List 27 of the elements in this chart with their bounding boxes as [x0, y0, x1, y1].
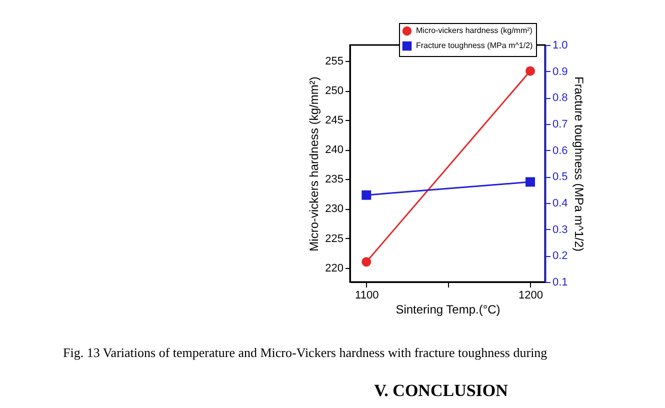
y2-tick-label: 0.1 — [552, 276, 568, 288]
y2-axis-title: Fracture toughness (MPa m^1/2) — [572, 76, 586, 252]
y-axis-title: Micro-vickers hardness (kg/mm²) — [307, 76, 322, 252]
x-tick-label: 1100 — [355, 290, 379, 302]
x-axis-title: Sintering Temp.(°C) — [396, 302, 500, 316]
text: V. CONCLUSION — [374, 381, 509, 400]
y-tick-label: 240 — [325, 144, 344, 156]
y2-tick-label: 0.8 — [552, 92, 568, 104]
y2-tick-label: 0.7 — [552, 118, 568, 130]
y2-tick-label: 0.5 — [552, 171, 568, 184]
y2-tick-label: 0.6 — [552, 144, 568, 157]
y2-tick-label: 0.4 — [552, 198, 568, 210]
y-tick-label: 235 — [325, 174, 344, 186]
legend-label: Micro-vickers hardness (kg/mm²) — [416, 26, 533, 35]
x-tick-label: 1200 — [518, 290, 543, 302]
y-tick-label: 225 — [325, 232, 344, 245]
y-tick-label: 230 — [325, 203, 344, 216]
y-tick-label: 245 — [325, 114, 344, 127]
y2-tick-label: 0.3 — [552, 224, 568, 236]
y-tick-label: 220 — [325, 262, 344, 274]
caption: Fig. 13 Variations of temperature and Micro-Vickers hardness with fracture toughness during — [63, 345, 548, 360]
legend-label: Fracture toughness (MPa m^1/2) — [416, 41, 534, 50]
y2-tick-label: 0.9 — [552, 66, 568, 78]
y-tick-label: 250 — [325, 85, 344, 98]
y2-tick-label: 0.2 — [552, 250, 568, 262]
y2-tick-label: 1.0 — [552, 40, 568, 52]
y-tick-label: 255 — [325, 55, 344, 68]
